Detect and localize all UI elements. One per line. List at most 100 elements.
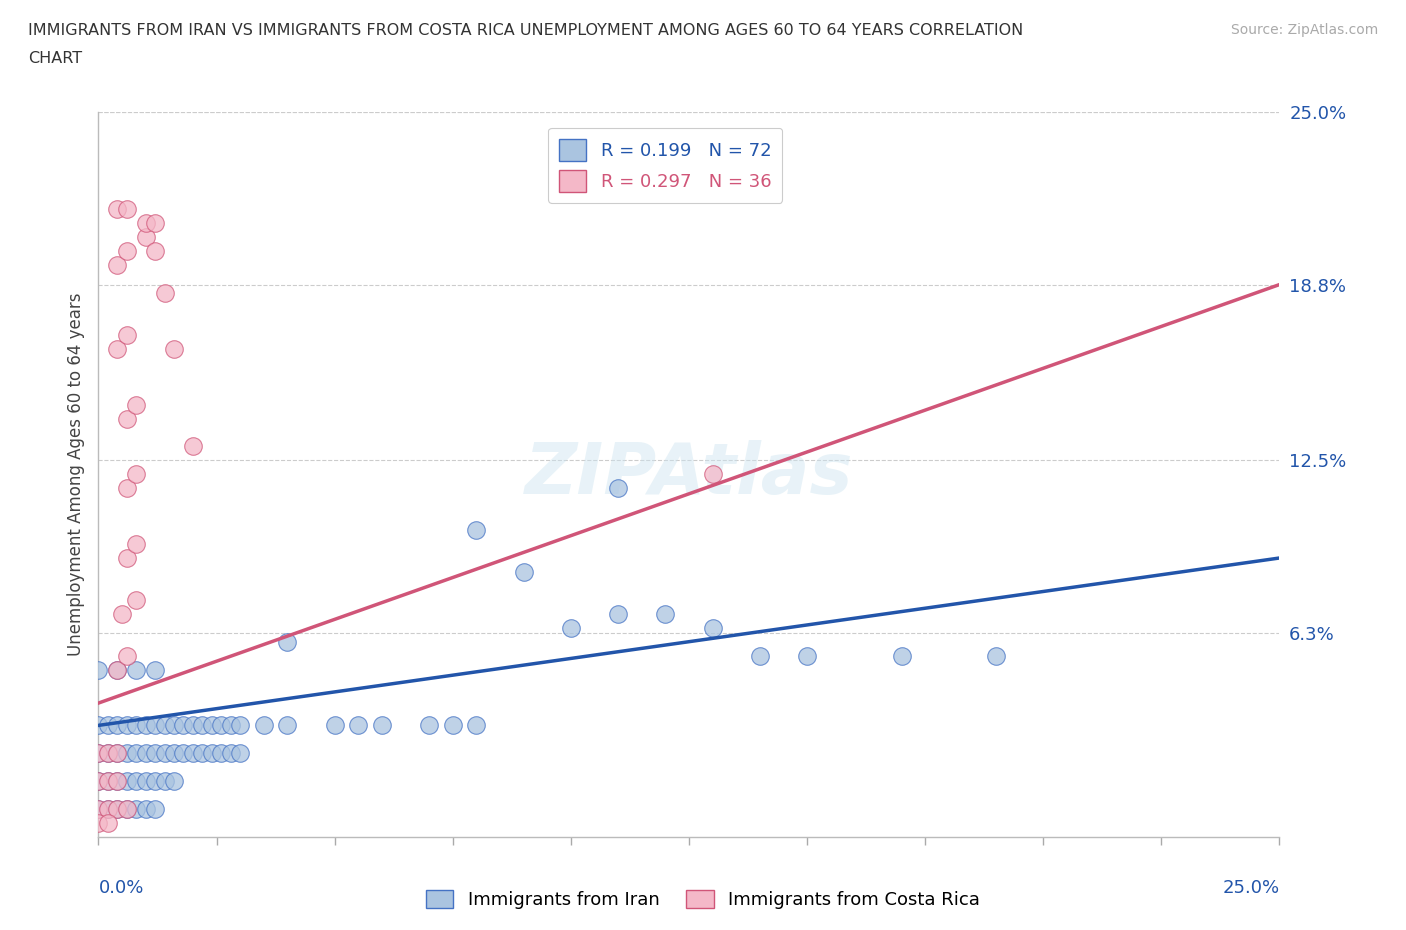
Point: [512, 565, 534, 579]
Point: [172, 718, 194, 733]
Text: ZIPAtlas: ZIPAtlas: [524, 440, 853, 509]
Point: [125, 746, 148, 761]
Point: [702, 620, 724, 635]
Point: [87, 802, 110, 817]
Y-axis label: Unemployment Among Ages 60 to 64 years: Unemployment Among Ages 60 to 64 years: [66, 293, 84, 656]
Text: CHART: CHART: [28, 51, 82, 66]
Point: [125, 592, 148, 607]
Point: [115, 327, 138, 342]
Point: [465, 523, 488, 538]
Point: [97, 816, 120, 830]
Text: IMMIGRANTS FROM IRAN VS IMMIGRANTS FROM COSTA RICA UNEMPLOYMENT AMONG AGES 60 TO: IMMIGRANTS FROM IRAN VS IMMIGRANTS FROM …: [28, 23, 1024, 38]
Point: [890, 648, 912, 663]
Point: [125, 802, 148, 817]
Point: [97, 802, 120, 817]
Point: [105, 746, 128, 761]
Point: [115, 718, 138, 733]
Point: [105, 774, 128, 789]
Point: [115, 746, 138, 761]
Point: [135, 774, 157, 789]
Point: [219, 746, 242, 761]
Point: [201, 746, 224, 761]
Point: [201, 718, 224, 733]
Point: [115, 802, 138, 817]
Point: [219, 718, 242, 733]
Point: [125, 397, 148, 412]
Point: [87, 774, 110, 789]
Text: Source: ZipAtlas.com: Source: ZipAtlas.com: [1230, 23, 1378, 37]
Point: [347, 718, 370, 733]
Point: [560, 620, 582, 635]
Point: [163, 718, 186, 733]
Point: [181, 439, 204, 454]
Point: [748, 648, 770, 663]
Point: [105, 718, 128, 733]
Point: [115, 551, 138, 565]
Text: 0.0%: 0.0%: [98, 879, 143, 897]
Point: [105, 774, 128, 789]
Point: [125, 718, 148, 733]
Point: [87, 816, 110, 830]
Point: [105, 258, 128, 272]
Point: [323, 718, 346, 733]
Point: [87, 662, 110, 677]
Point: [105, 341, 128, 356]
Point: [115, 648, 138, 663]
Point: [105, 746, 128, 761]
Point: [153, 286, 176, 300]
Point: [276, 634, 298, 649]
Point: [97, 746, 120, 761]
Point: [105, 662, 128, 677]
Point: [143, 244, 166, 259]
Point: [97, 718, 120, 733]
Point: [143, 746, 166, 761]
Legend: R = 0.199   N = 72, R = 0.297   N = 36: R = 0.199 N = 72, R = 0.297 N = 36: [548, 128, 782, 203]
Point: [209, 746, 232, 761]
Point: [87, 718, 110, 733]
Point: [87, 774, 110, 789]
Point: [163, 774, 186, 789]
Point: [191, 746, 214, 761]
Point: [125, 774, 148, 789]
Point: [143, 802, 166, 817]
Point: [153, 718, 176, 733]
Point: [87, 746, 110, 761]
Point: [135, 230, 157, 245]
Point: [135, 746, 157, 761]
Point: [209, 718, 232, 733]
Point: [607, 606, 630, 621]
Point: [125, 467, 148, 482]
Point: [115, 244, 138, 259]
Point: [125, 662, 148, 677]
Point: [143, 774, 166, 789]
Point: [143, 718, 166, 733]
Point: [654, 606, 676, 621]
Point: [181, 746, 204, 761]
Point: [441, 718, 464, 733]
Point: [418, 718, 440, 733]
Point: [115, 802, 138, 817]
Point: [105, 662, 128, 677]
Point: [105, 202, 128, 217]
Point: [253, 718, 276, 733]
Legend: Immigrants from Iran, Immigrants from Costa Rica: Immigrants from Iran, Immigrants from Co…: [419, 883, 987, 916]
Point: [115, 774, 138, 789]
Point: [143, 662, 166, 677]
Point: [115, 202, 138, 217]
Point: [135, 718, 157, 733]
Point: [163, 341, 186, 356]
Point: [163, 746, 186, 761]
Point: [105, 802, 128, 817]
Point: [97, 774, 120, 789]
Point: [984, 648, 1007, 663]
Point: [105, 802, 128, 817]
Point: [153, 774, 176, 789]
Point: [135, 802, 157, 817]
Point: [191, 718, 214, 733]
Point: [702, 467, 724, 482]
Point: [276, 718, 298, 733]
Point: [125, 537, 148, 551]
Point: [115, 411, 138, 426]
Point: [115, 481, 138, 496]
Text: 25.0%: 25.0%: [1222, 879, 1279, 897]
